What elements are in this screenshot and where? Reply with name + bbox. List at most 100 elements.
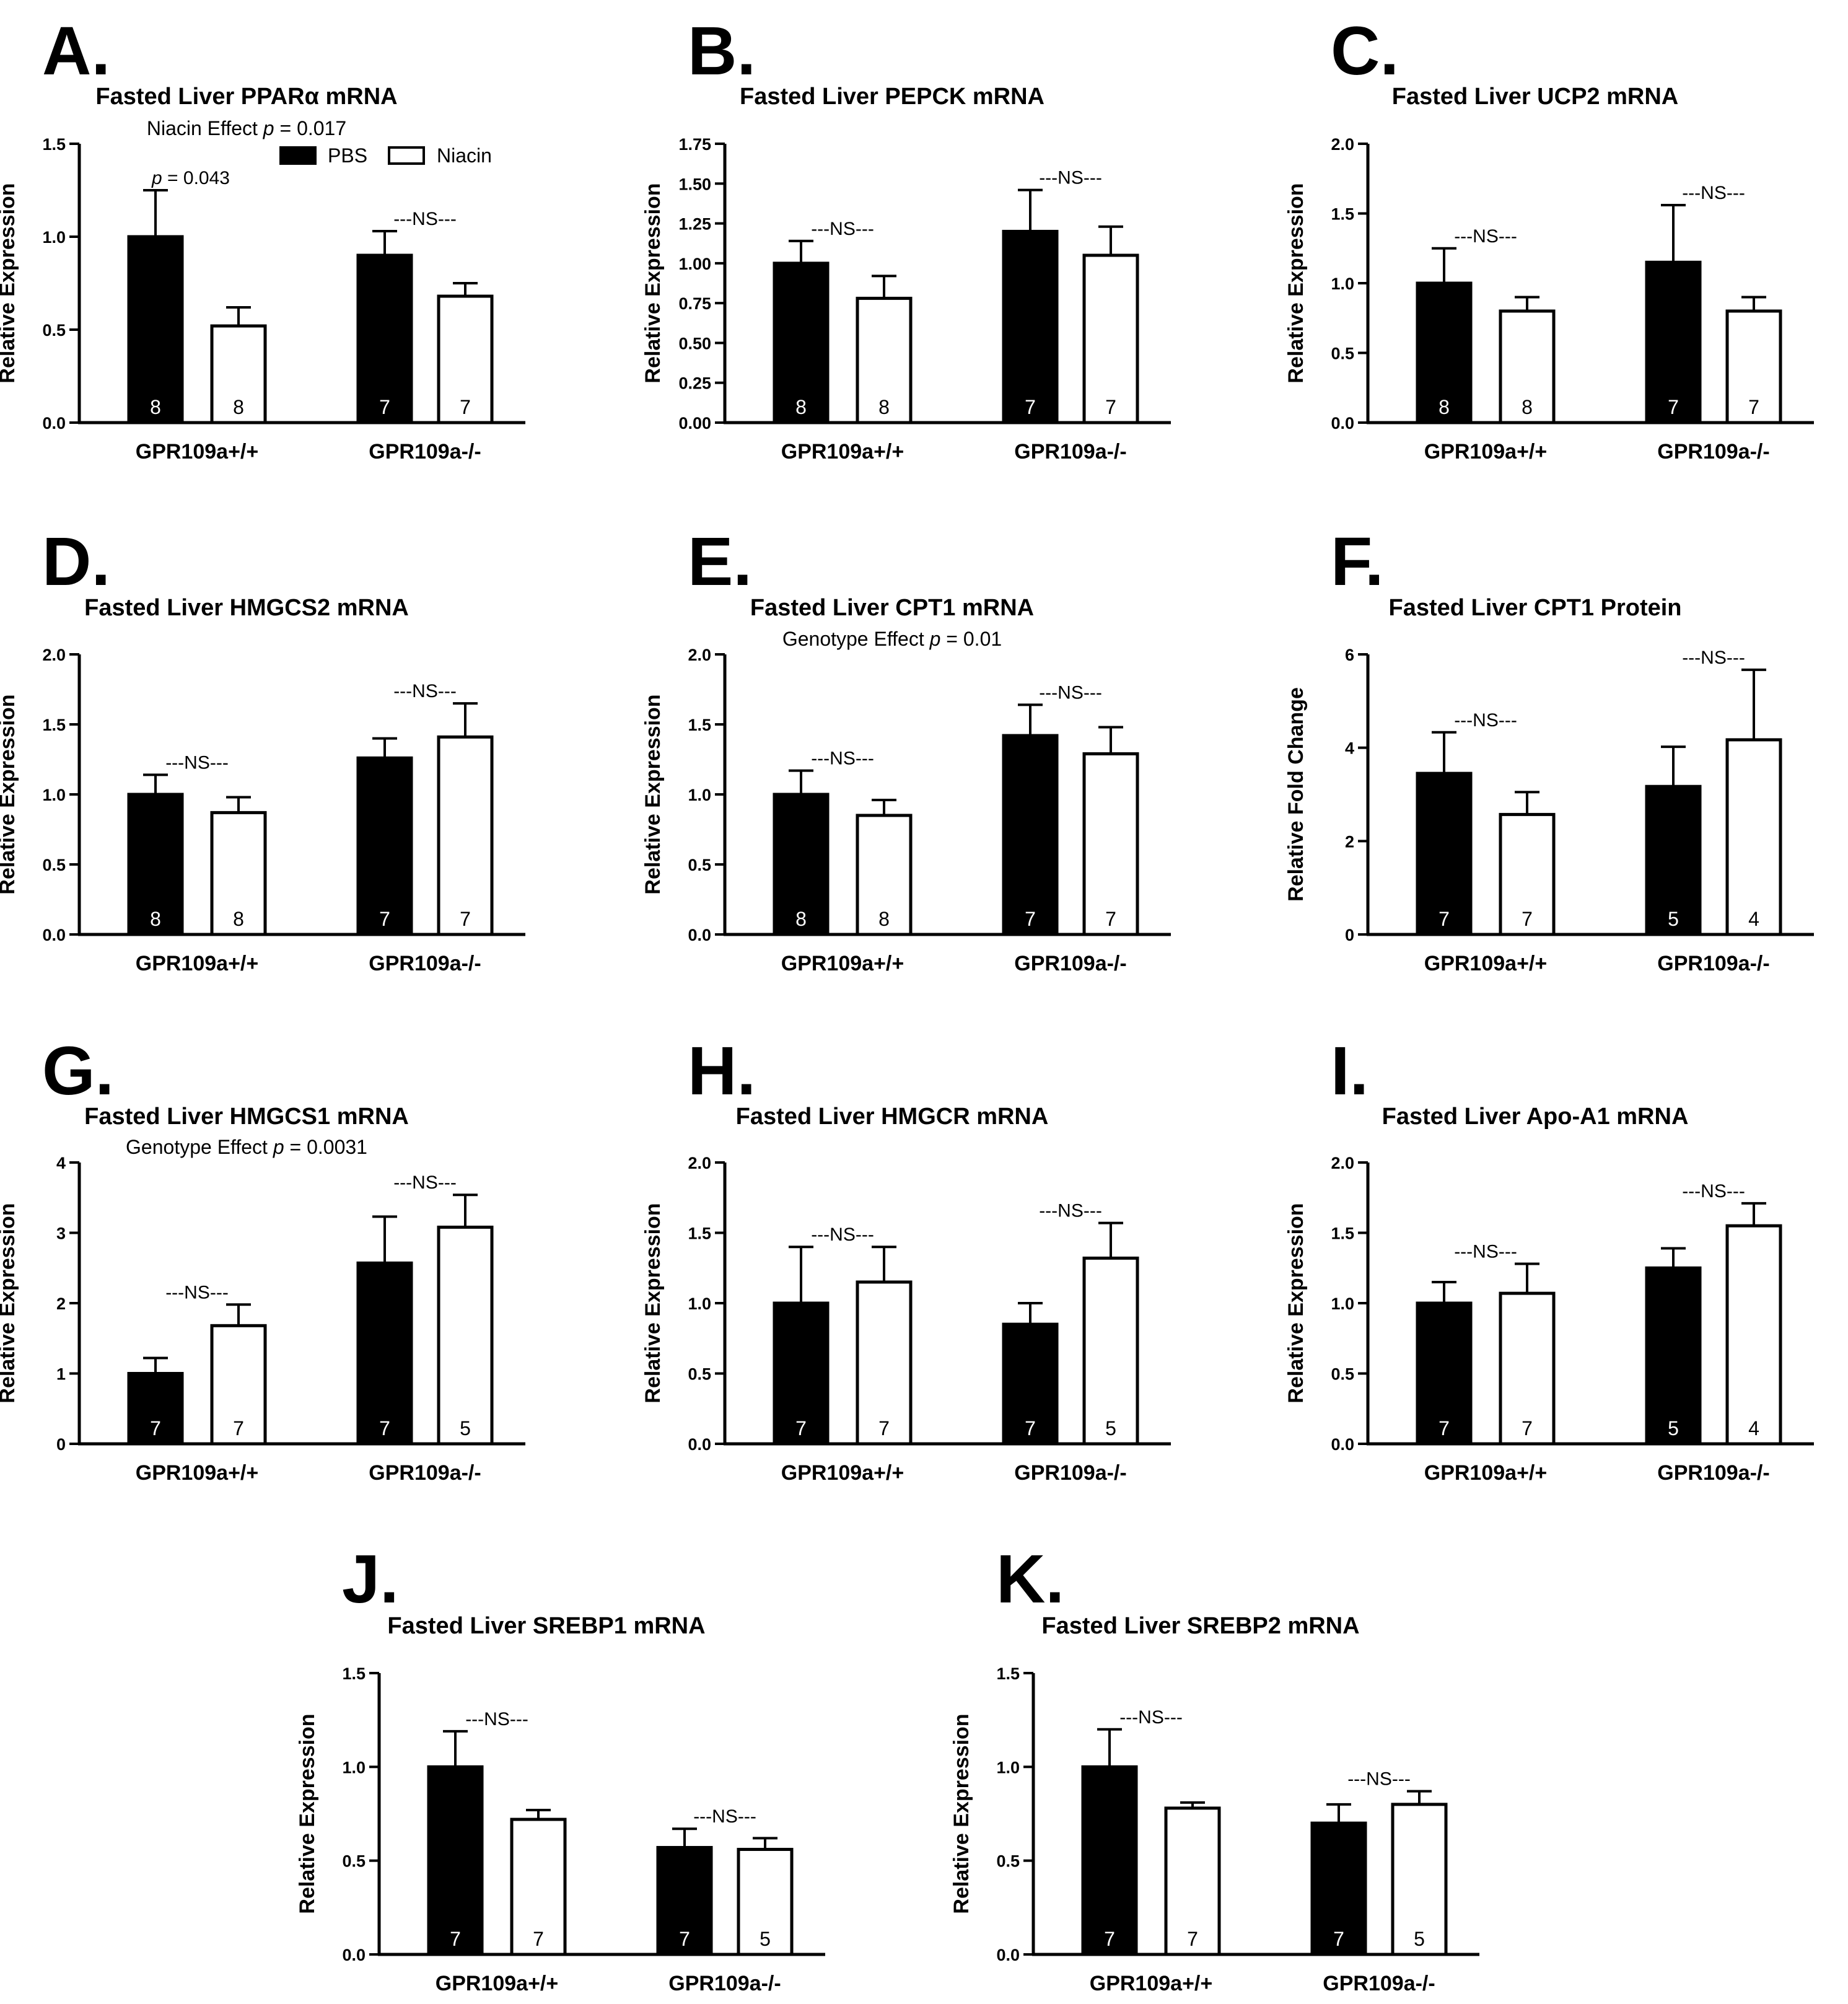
y-tick-label: 2.0 bbox=[42, 646, 66, 664]
y-tick-label: 0.0 bbox=[42, 926, 66, 944]
y-tick-label: 1.5 bbox=[342, 1664, 366, 1683]
y-axis-label: Relative Expression bbox=[0, 1203, 19, 1403]
sample-size-label: 8 bbox=[878, 396, 890, 418]
ns-annotation: ---NS--- bbox=[465, 1709, 528, 1729]
sample-size-label: 8 bbox=[150, 908, 161, 930]
y-tick-label: 1.5 bbox=[996, 1664, 1020, 1683]
sample-size-label: 7 bbox=[379, 396, 390, 418]
chart-title: Fasted Liver Apo-A1 mRNA bbox=[1382, 1104, 1689, 1130]
bar-pbs-knockout bbox=[1645, 784, 1702, 936]
x-category-label: GPR109a+/+ bbox=[1424, 1461, 1547, 1485]
bar-pbs-wildtype bbox=[127, 235, 184, 424]
y-tick-label: 0.5 bbox=[688, 1365, 711, 1384]
x-category-label: GPR109a-/- bbox=[1657, 1461, 1769, 1485]
bar-niacin-knockout bbox=[437, 1225, 494, 1446]
sample-size-label: 7 bbox=[1439, 1417, 1450, 1439]
bar-niacin-knockout bbox=[737, 1848, 794, 1956]
y-tick-label: 1.5 bbox=[1331, 205, 1354, 224]
y-tick-label: 0.5 bbox=[42, 321, 66, 340]
y-axis-label: Relative Expression bbox=[0, 694, 19, 894]
ns-annotation: ---NS--- bbox=[1039, 168, 1102, 188]
y-tick-label: 1.5 bbox=[1331, 1224, 1354, 1243]
chart-panel-b: B.Fasted Liver PEPCK mRNA 0.00 0.25 0.50 0.7… bbox=[641, 13, 1171, 464]
sample-size-label: 8 bbox=[795, 908, 807, 930]
panel-letter: G. bbox=[42, 1033, 114, 1109]
legend-label-pbs: PBS bbox=[328, 144, 367, 167]
y-tick-label: 1.0 bbox=[688, 1294, 711, 1313]
sample-size-label: 4 bbox=[1748, 1417, 1759, 1439]
bar-pbs-wildtype bbox=[1081, 1765, 1138, 1956]
chart-title: Fasted Liver UCP2 mRNA bbox=[1392, 84, 1678, 110]
y-tick-label: 0.5 bbox=[42, 856, 66, 874]
chart-title: Fasted Liver SREBP2 mRNA bbox=[1041, 1613, 1359, 1639]
y-axis-label: Relative Expression bbox=[296, 1713, 319, 1914]
x-category-label: GPR109a-/- bbox=[1657, 440, 1769, 464]
sample-size-label: 7 bbox=[1333, 1928, 1344, 1950]
y-tick-label: 0.0 bbox=[342, 1946, 366, 1964]
y-axis-label: Relative Expression bbox=[641, 1203, 665, 1403]
chart-panel-e: E.Fasted Liver CPT1 mRNA Genotype Effect … bbox=[641, 524, 1171, 975]
bar-pbs-knockout bbox=[1002, 1322, 1059, 1446]
sample-size-label: 7 bbox=[379, 1417, 390, 1439]
bar-pbs-knockout bbox=[1645, 1266, 1702, 1446]
chart-panel-k: K.Fasted Liver SREBP2 mRNA 0.0 0.5 1.0 1.5 Re… bbox=[950, 1541, 1479, 1995]
chart-panel-h: H.Fasted Liver HMGCR mRNA 0.0 0.5 1.0 1.5 2.0… bbox=[641, 1033, 1171, 1485]
y-tick-label: 2.0 bbox=[1331, 1154, 1354, 1172]
bar-niacin-wildtype bbox=[1499, 1291, 1556, 1446]
ns-annotation: ---NS--- bbox=[393, 681, 457, 701]
y-tick-label: 2 bbox=[1345, 832, 1354, 851]
bar-niacin-wildtype bbox=[1499, 812, 1556, 936]
chart-panel-a: A.Fasted Liver PPARα mRNA Niacin Effect p… bbox=[0, 13, 525, 464]
bar-niacin-wildtype bbox=[856, 296, 913, 424]
bar-pbs-wildtype bbox=[773, 1301, 830, 1446]
y-tick-label: 1.00 bbox=[678, 255, 711, 273]
pvalue-annotation: p = 0.043 bbox=[151, 168, 230, 188]
legend-swatch-niacin bbox=[388, 146, 425, 165]
y-tick-label: 0.0 bbox=[688, 926, 711, 944]
y-axis-label: Relative Expression bbox=[0, 183, 19, 383]
y-tick-label: 6 bbox=[1345, 646, 1354, 664]
chart-title: Fasted Liver CPT1 Protein bbox=[1388, 595, 1681, 621]
bar-niacin-wildtype bbox=[210, 324, 267, 424]
x-category-label: GPR109a-/- bbox=[1014, 952, 1126, 975]
x-category-label: GPR109a+/+ bbox=[781, 440, 904, 464]
y-tick-label: 0.5 bbox=[688, 856, 711, 874]
bar-niacin-knockout bbox=[1725, 309, 1782, 424]
y-tick-label: 0 bbox=[56, 1435, 66, 1454]
y-tick-label: 1 bbox=[56, 1365, 66, 1384]
y-tick-label: 1.0 bbox=[996, 1758, 1020, 1777]
ns-annotation: ---NS--- bbox=[1454, 1241, 1517, 1262]
ns-annotation: ---NS--- bbox=[1119, 1707, 1183, 1728]
panel-letter: H. bbox=[688, 1033, 756, 1109]
ns-annotation: ---NS--- bbox=[1347, 1769, 1411, 1790]
bar-pbs-wildtype bbox=[1416, 771, 1473, 936]
ns-annotation: ---NS--- bbox=[1682, 183, 1745, 203]
y-tick-label: 1.50 bbox=[678, 175, 711, 193]
bar-niacin-knockout bbox=[1082, 1256, 1139, 1446]
ns-annotation: ---NS--- bbox=[693, 1806, 756, 1827]
chart-subtitle: Niacin Effect p = 0.017 bbox=[147, 117, 346, 139]
panel-letter: F. bbox=[1331, 524, 1384, 600]
y-tick-label: 0.00 bbox=[678, 414, 711, 433]
y-tick-label: 0.0 bbox=[1331, 414, 1354, 433]
sample-size-label: 7 bbox=[1025, 1417, 1036, 1439]
chart-panel-c: C.Fasted Liver UCP2 mRNA 0.0 0.5 1.0 1.5 2.0 R… bbox=[1284, 13, 1814, 464]
bar-niacin-wildtype bbox=[1499, 309, 1556, 424]
y-tick-label: 1.5 bbox=[688, 716, 711, 734]
y-tick-label: 3 bbox=[56, 1224, 66, 1243]
x-category-label: GPR109a-/- bbox=[369, 1461, 481, 1485]
y-tick-label: 1.5 bbox=[42, 135, 66, 154]
ns-annotation: ---NS--- bbox=[1039, 682, 1102, 703]
ns-annotation: ---NS--- bbox=[165, 1282, 229, 1303]
bar-pbs-knockout bbox=[356, 756, 413, 936]
bar-pbs-wildtype bbox=[127, 793, 184, 936]
bar-niacin-knockout bbox=[1725, 738, 1782, 936]
y-axis-label: Relative Expression bbox=[1284, 1203, 1308, 1403]
x-category-label: GPR109a+/+ bbox=[781, 952, 904, 975]
bar-niacin-knockout bbox=[1391, 1803, 1448, 1956]
chart-subtitle: Genotype Effect p = 0.0031 bbox=[126, 1136, 367, 1158]
y-tick-label: 1.25 bbox=[678, 215, 711, 234]
panel-letter: B. bbox=[688, 13, 756, 89]
chart-subtitle: Genotype Effect p = 0.01 bbox=[782, 628, 1002, 650]
y-tick-label: 1.5 bbox=[42, 716, 66, 734]
